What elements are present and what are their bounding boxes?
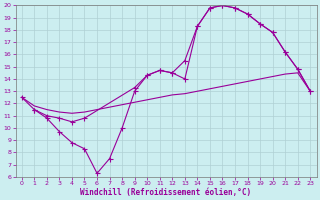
X-axis label: Windchill (Refroidissement éolien,°C): Windchill (Refroidissement éolien,°C): [80, 188, 252, 197]
